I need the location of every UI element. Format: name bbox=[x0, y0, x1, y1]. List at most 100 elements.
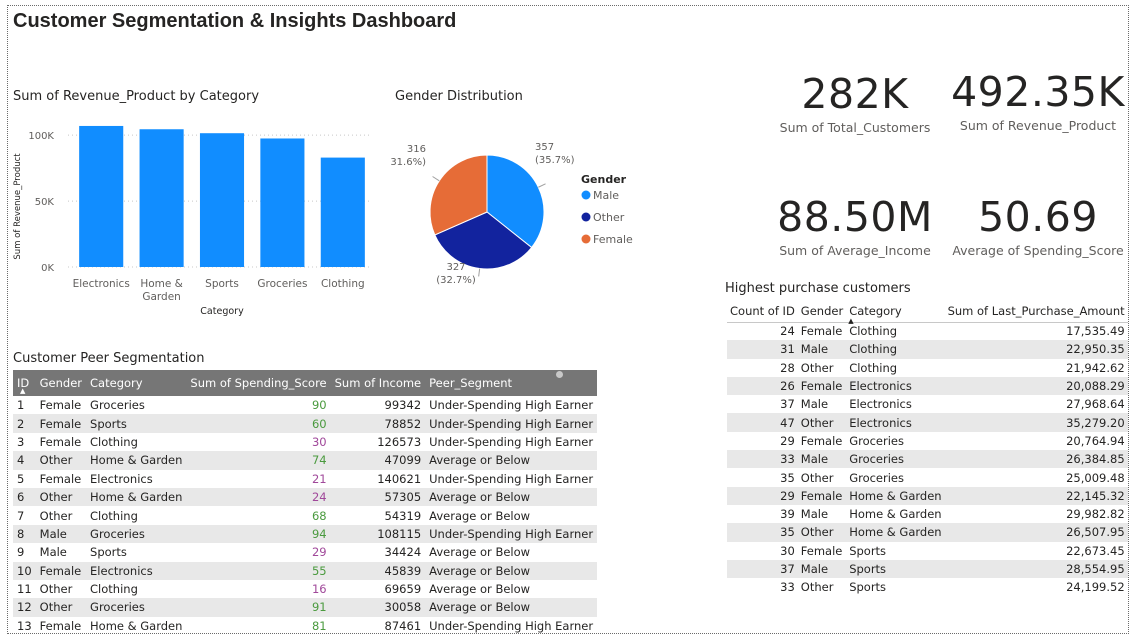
column-header-id[interactable]: ID ▲ bbox=[13, 370, 36, 396]
kpi-label: Sum of Total_Customers bbox=[779, 120, 931, 135]
cell-income: 47099 bbox=[330, 451, 426, 470]
column-header-gender[interactable]: Gender bbox=[35, 370, 87, 396]
table-row[interactable]: 7 Other Clothing 68 54319 Average or Below bbox=[13, 506, 597, 524]
table-row[interactable]: 37 Male Sports 28,554.95 bbox=[727, 559, 1128, 579]
cell-id: 2 bbox=[13, 414, 36, 433]
cell-category: Home & Garden bbox=[86, 487, 187, 507]
column-header-count-of-id[interactable]: Count of ID bbox=[727, 300, 798, 323]
kpi-card-average-income[interactable]: 88.50M Sum of Average_Income bbox=[770, 193, 940, 258]
data-label-percent: (32.7%) bbox=[436, 275, 476, 286]
cell-gender: Other bbox=[800, 580, 834, 595]
legend-marker bbox=[581, 234, 591, 244]
cell-count-of-id: 33 bbox=[727, 450, 798, 469]
cell-gender: Other bbox=[35, 598, 87, 617]
cell-category: Groceries bbox=[90, 398, 145, 413]
table-row[interactable]: 33 Male Groceries 26,384.85 bbox=[727, 450, 1128, 469]
table-scrollbar-handle[interactable] bbox=[556, 371, 563, 378]
table-row[interactable]: 9 Male Sports 29 34424 Average or Below bbox=[13, 543, 597, 561]
cell-last-purchase-amount: 26,384.85 bbox=[944, 450, 1128, 469]
leader-line bbox=[432, 176, 440, 182]
table-row[interactable]: 39 Male Home & Garden 29,982.82 bbox=[727, 505, 1128, 523]
table-row[interactable]: 1 Female Groceries 90 99342 Under-Spending Hi… bbox=[13, 396, 597, 414]
cell-gender: Other bbox=[39, 508, 73, 523]
table-row[interactable]: 3 Female Clothing 30 126573 Under-Spending Hi… bbox=[13, 433, 597, 451]
table-row[interactable]: 13 Female Home & Garden 81 87461 Under-Spendi… bbox=[13, 617, 597, 635]
legend-item-male[interactable]: Male bbox=[593, 189, 619, 202]
table-row[interactable]: 4 Other Home & Garden 74 47099 Average or Bel… bbox=[13, 451, 598, 470]
cell-id: 13 bbox=[17, 618, 32, 633]
x-tick-label: Electronics bbox=[73, 278, 130, 290]
x-tick-label: Home & Garden bbox=[140, 278, 183, 303]
table-row[interactable]: 11 Other Clothing 16 69659 Average or Below bbox=[13, 580, 597, 598]
column-header-income[interactable]: Sum of Income bbox=[330, 370, 426, 396]
x-tick-label: Clothing bbox=[321, 278, 365, 290]
kpi-card-revenue-product[interactable]: 492.35K Sum of Revenue_Product bbox=[948, 68, 1128, 133]
pie-slice-male[interactable] bbox=[486, 154, 545, 249]
cell-spending-score: 29 bbox=[311, 545, 327, 560]
table-row[interactable]: 29 Female Home & Garden 22,145.32 bbox=[727, 486, 1128, 505]
cell-peer-segment: Average or Below bbox=[425, 451, 598, 470]
cell-category: Electronics bbox=[86, 561, 187, 580]
bar[interactable] bbox=[320, 157, 365, 267]
column-header-category[interactable]: Category bbox=[86, 370, 187, 396]
bar[interactable] bbox=[139, 129, 184, 267]
pie-slice-other[interactable] bbox=[434, 211, 533, 270]
table-row[interactable]: 8 Male Groceries 94 108115 Under-Spending Hig… bbox=[13, 524, 598, 544]
y-tick-label: 50K bbox=[35, 197, 55, 208]
x-tick-label: Groceries bbox=[257, 278, 307, 290]
cell-gender: Female bbox=[797, 486, 847, 505]
table-row[interactable]: 6 Other Home & Garden 24 57305 Average or Bel… bbox=[13, 487, 598, 507]
bar[interactable] bbox=[199, 133, 245, 267]
column-header-gender[interactable]: Gender bbox=[797, 300, 847, 323]
cell-count-of-id: 39 bbox=[780, 507, 795, 522]
legend-item-female[interactable]: Female bbox=[593, 233, 633, 246]
cell-category: Clothing bbox=[849, 360, 898, 375]
cell-category: Electronics bbox=[846, 413, 945, 432]
table-row[interactable]: 30 Female Sports 22,673.45 bbox=[727, 542, 1128, 560]
table-row[interactable]: 26 Female Electronics 20,088.29 bbox=[727, 376, 1128, 396]
revenue-by-category-bar-chart[interactable]: 0K 50K 100K Electronics Home & Garden Sports Gr… bbox=[8, 112, 378, 324]
gender-distribution-pie-chart[interactable]: 357 (35.7%) 327 (32.7%) 316 (31.6%) Gender Male… bbox=[390, 112, 660, 302]
report-canvas-border bbox=[7, 5, 1129, 634]
table-row[interactable]: 5 Female Electronics 21 140621 Under-Spending… bbox=[13, 470, 597, 488]
table-row[interactable]: 28 Other Clothing 21,942.62 bbox=[727, 359, 1128, 377]
bar[interactable] bbox=[260, 138, 305, 267]
cell-gender: Other bbox=[39, 582, 73, 597]
kpi-card-spending-score[interactable]: 50.69 Average of Spending_Score bbox=[948, 193, 1128, 258]
table-row[interactable]: 35 Other Home & Garden 26,507.95 bbox=[727, 523, 1128, 542]
column-header-category[interactable]: Category ▲ bbox=[846, 300, 945, 324]
cell-id: 4 bbox=[13, 451, 36, 470]
table-row[interactable]: 10 Female Electronics 55 45839 Average or Bel… bbox=[13, 561, 598, 580]
table-row[interactable]: 24 Female Clothing 17,535.49 bbox=[727, 322, 1128, 340]
table-row[interactable]: 29 Female Groceries 20,764.94 bbox=[727, 432, 1128, 450]
cell-spending-score: 21 bbox=[311, 471, 327, 486]
column-header-last-purchase-amount[interactable]: Sum of Last_Purchase_Amount bbox=[944, 300, 1128, 323]
data-label-value: 357 bbox=[535, 142, 554, 153]
cell-spending-score: 16 bbox=[311, 582, 327, 597]
highest-purchase-table[interactable]: Count of ID Gender Category ▲ Sum of Last… bbox=[727, 300, 1128, 596]
bar[interactable] bbox=[79, 125, 124, 267]
column-header-peer-segment[interactable]: Peer_Segment bbox=[425, 370, 598, 396]
cell-spending-score: 74 bbox=[186, 451, 331, 470]
peer-segmentation-table[interactable]: ID ▲ Gender Category Sum of Spending_Scor… bbox=[13, 370, 598, 635]
cell-gender: Male bbox=[797, 559, 847, 579]
table-row[interactable]: 47 Other Electronics 35,279.20 bbox=[727, 413, 1128, 432]
table-row[interactable]: 12 Other Groceries 91 30058 Average or Below bbox=[13, 598, 598, 617]
column-header-spending-score[interactable]: Sum of Spending_Score bbox=[186, 370, 331, 396]
table-row[interactable]: 35 Other Groceries 25,009.48 bbox=[727, 468, 1128, 486]
cell-count-of-id: 37 bbox=[727, 559, 798, 579]
kpi-value: 492.35K bbox=[951, 68, 1125, 116]
table-row[interactable]: 2 Female Sports 60 78852 Under-Spending High … bbox=[13, 414, 598, 433]
cell-gender: Other bbox=[800, 470, 834, 485]
cell-last-purchase-amount: 22,673.45 bbox=[1066, 543, 1125, 558]
table-row[interactable]: 33 Other Sports 24,199.52 bbox=[727, 578, 1128, 596]
cell-spending-score: 55 bbox=[186, 561, 331, 580]
table-row[interactable]: 31 Male Clothing 22,950.35 bbox=[727, 340, 1128, 359]
cell-income: 78852 bbox=[330, 414, 426, 433]
kpi-card-total-customers[interactable]: 282K Sum of Total_Customers bbox=[770, 70, 940, 135]
cell-income: 87461 bbox=[384, 618, 422, 633]
legend-item-other[interactable]: Other bbox=[593, 211, 625, 224]
cell-id: 5 bbox=[17, 471, 25, 486]
table-row[interactable]: 37 Male Electronics 27,968.64 bbox=[727, 395, 1128, 413]
kpi-label: Sum of Revenue_Product bbox=[959, 118, 1117, 133]
